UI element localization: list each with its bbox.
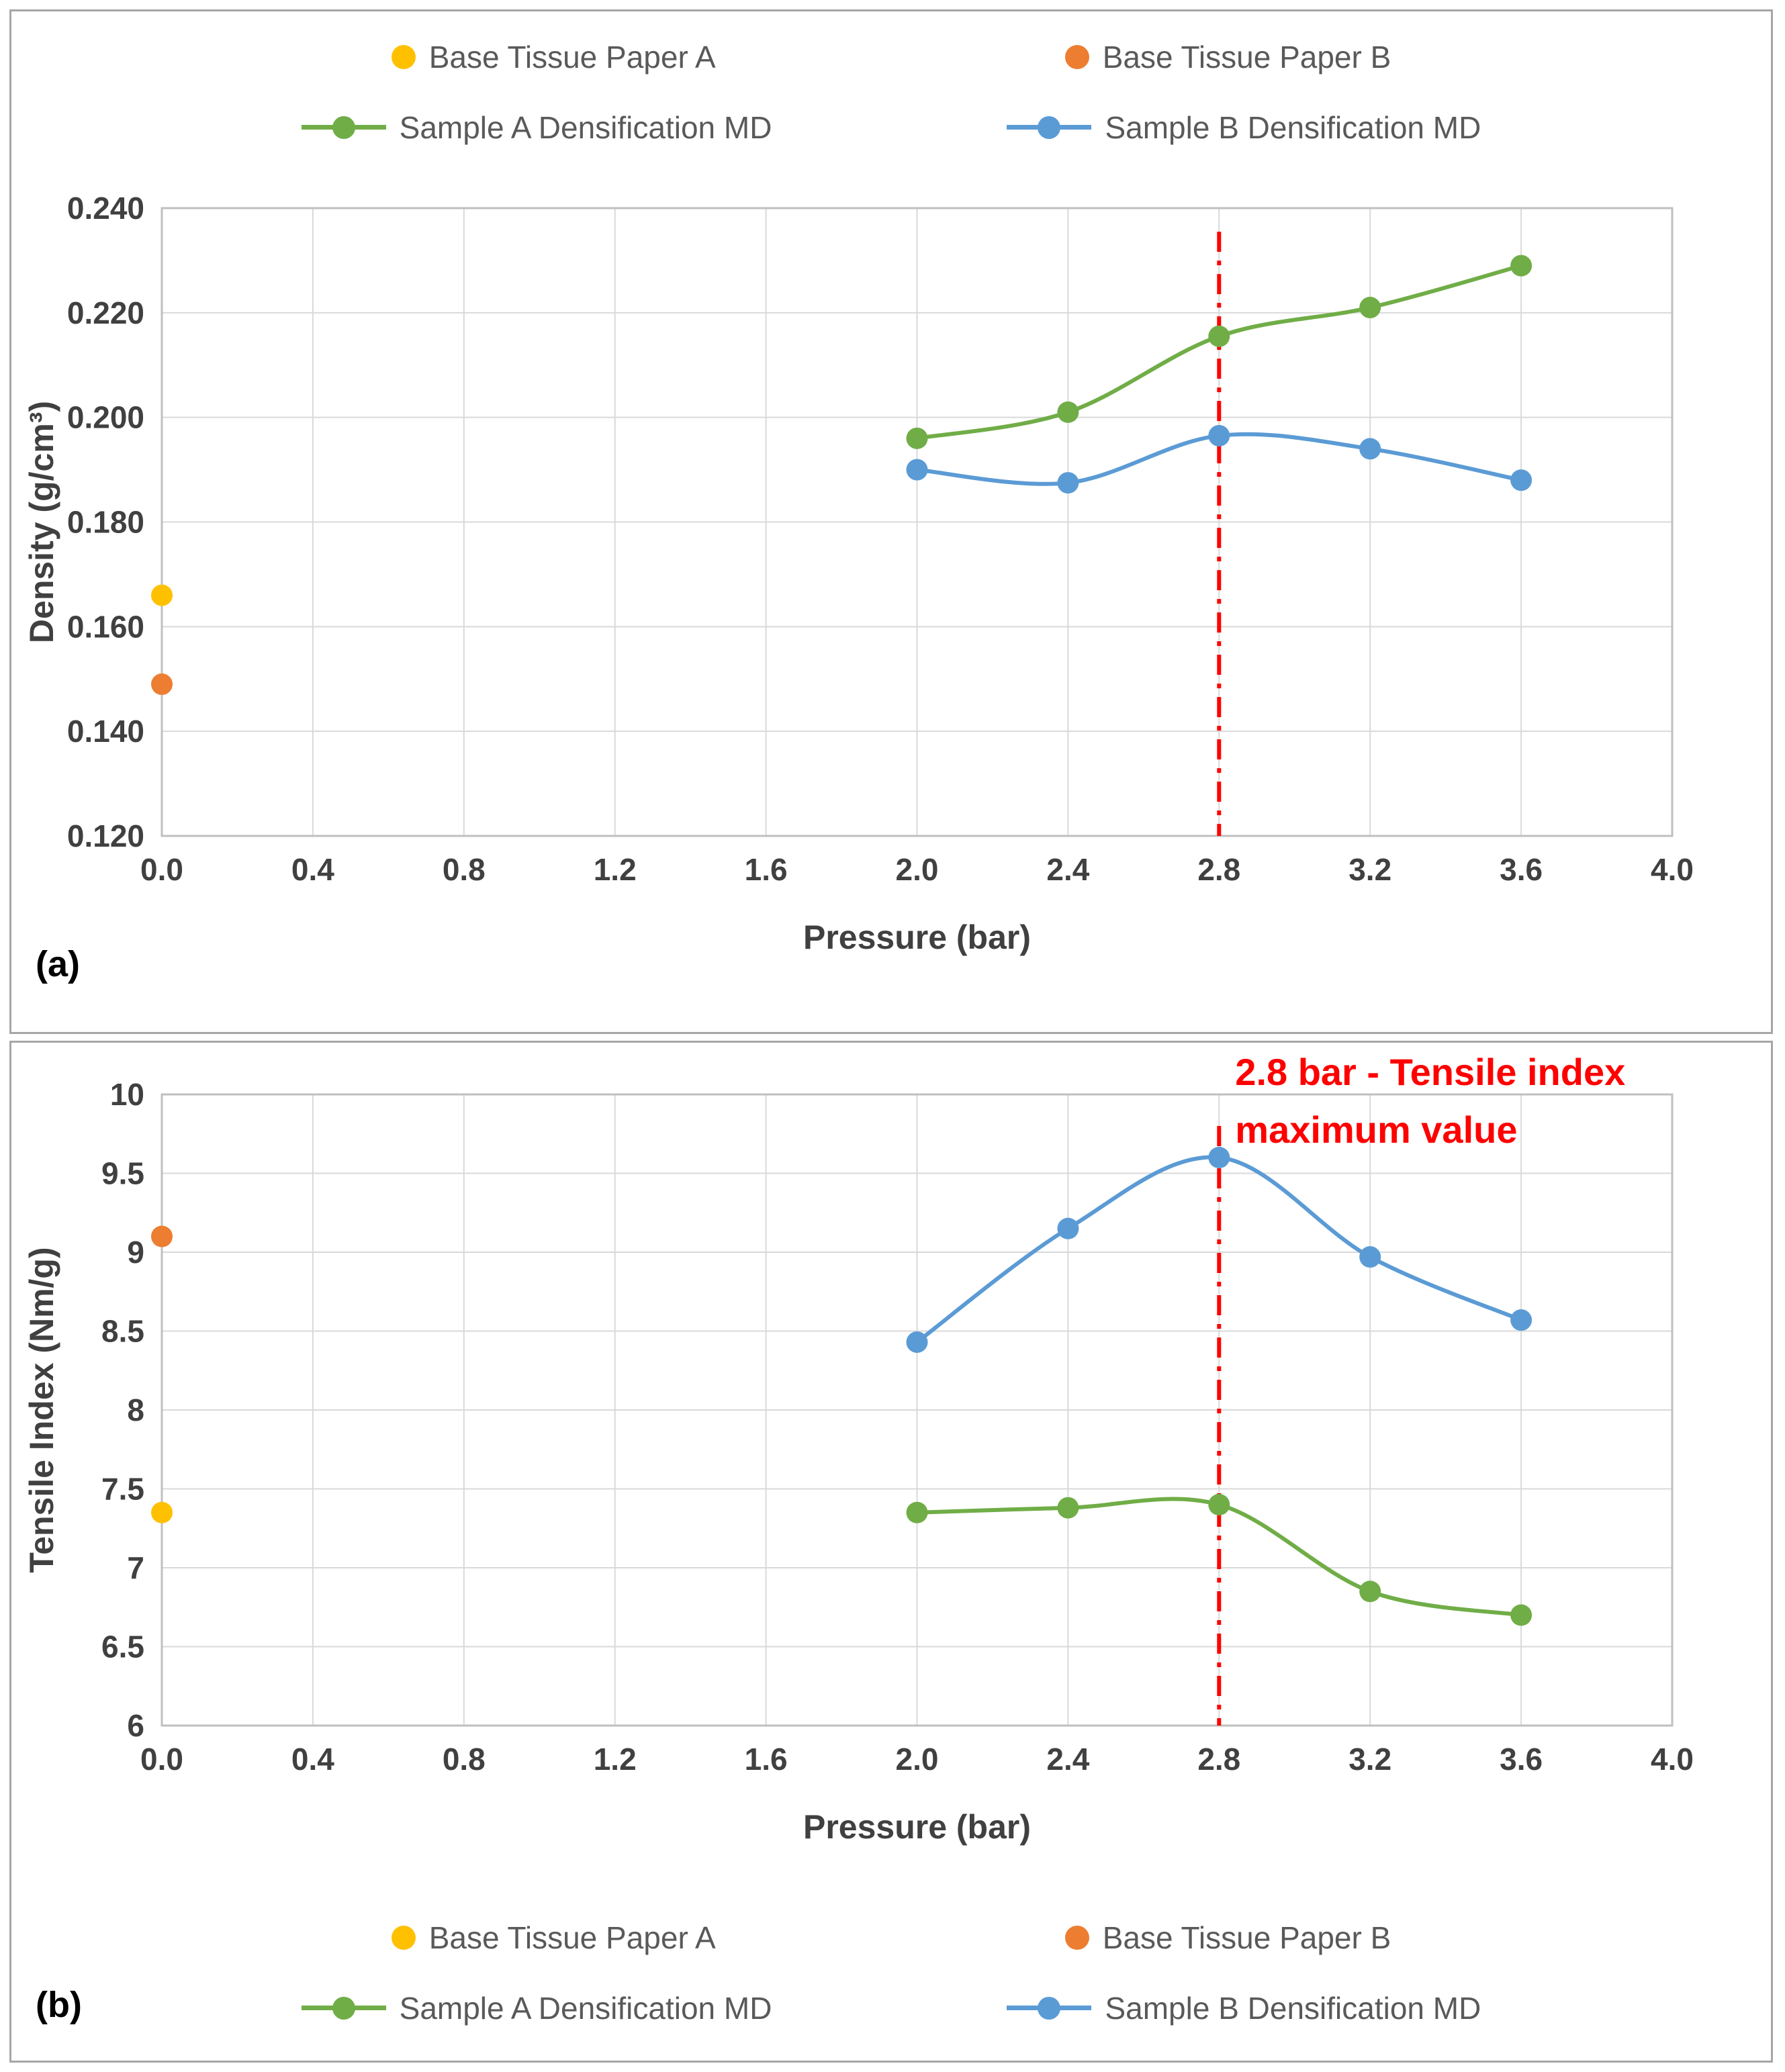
- svg-text:2.0: 2.0: [896, 852, 939, 887]
- svg-text:2.8 bar - Tensile index: 2.8 bar - Tensile index: [1235, 1051, 1625, 1093]
- legend-line-marker-icon: [1007, 115, 1092, 139]
- legend-item-base-tissue-b: Base Tissue Paper B: [1064, 39, 1391, 75]
- tensile-index-vs-pressure-chart: 0.0 0.4 0.8 1.2 1.6 2.0 2.4 2.8 3.2 3.6 4.0 6 6.5 7 7.…: [23, 1051, 1694, 1846]
- svg-text:Pressure (bar): Pressure (bar): [803, 919, 1031, 956]
- svg-text:2.8: 2.8: [1197, 852, 1240, 887]
- legend-label: Sample A Densification MD: [399, 109, 772, 145]
- legend-line-dot-icon: [1038, 115, 1061, 139]
- svg-text:0.0: 0.0: [140, 852, 183, 887]
- svg-text:0.120: 0.120: [67, 818, 144, 853]
- svg-text:9.5: 9.5: [101, 1156, 144, 1191]
- svg-text:3.2: 3.2: [1348, 852, 1391, 887]
- legend-row: Base Tissue Paper A Base Tissue Paper B: [11, 1902, 1771, 1973]
- svg-text:2.8: 2.8: [1197, 1742, 1240, 1777]
- legend-item-sample-b: Sample B Densification MD: [1007, 109, 1481, 146]
- svg-text:3.2: 3.2: [1348, 1742, 1391, 1777]
- svg-text:0.240: 0.240: [67, 191, 144, 226]
- svg-text:10: 10: [110, 1077, 144, 1112]
- legend-line-marker-icon: [301, 1996, 386, 2020]
- legend-label: Sample B Densification MD: [1105, 109, 1481, 145]
- legend-item-sample-a: Sample A Densification MD: [301, 1990, 772, 2026]
- svg-text:4.0: 4.0: [1651, 1742, 1694, 1777]
- svg-text:2.4: 2.4: [1046, 852, 1089, 887]
- legend-line-dot-icon: [332, 115, 355, 139]
- legend-line-marker-icon: [301, 115, 386, 139]
- legend-top: Base Tissue Paper A Base Tissue Paper B …: [11, 21, 1771, 162]
- svg-text:Tensile Index (Nm/g): Tensile Index (Nm/g): [23, 1247, 60, 1572]
- legend-dot-icon: [1064, 1925, 1089, 1950]
- legend-line-dot-icon: [1038, 1996, 1061, 2020]
- panel-b-label: (b): [36, 1985, 82, 2025]
- legend-row: Sample A Densification MD Sample B Densi…: [11, 1973, 1771, 2043]
- svg-text:1.2: 1.2: [594, 852, 637, 887]
- svg-text:1.6: 1.6: [745, 1742, 788, 1777]
- svg-text:0.160: 0.160: [67, 609, 144, 644]
- svg-text:3.6: 3.6: [1500, 1742, 1543, 1777]
- density-vs-pressure-chart: 0.0 0.4 0.8 1.2 1.6 2.0 2.4 2.8 3.2 3.6 4.0 0.120 0.…: [23, 191, 1694, 956]
- legend-label: Base Tissue Paper A: [428, 1920, 716, 1955]
- svg-text:Density (g/cm³): Density (g/cm³): [23, 401, 60, 643]
- panel-a-density: Base Tissue Paper A Base Tissue Paper B …: [9, 9, 1773, 1034]
- svg-text:6.5: 6.5: [101, 1630, 144, 1664]
- legend-label: Sample B Densification MD: [1105, 1990, 1481, 2026]
- svg-text:9: 9: [127, 1235, 144, 1270]
- panel-a-label: (a): [36, 944, 80, 984]
- legend-line-dot-icon: [332, 1996, 355, 2020]
- legend-row: Base Tissue Paper A Base Tissue Paper B: [11, 21, 1771, 92]
- svg-text:3.6: 3.6: [1500, 852, 1543, 887]
- svg-text:Pressure (bar): Pressure (bar): [803, 1808, 1031, 1846]
- legend-dot-icon: [1064, 44, 1089, 69]
- svg-text:1.2: 1.2: [594, 1742, 637, 1777]
- svg-text:0.8: 0.8: [443, 852, 486, 887]
- panel-b-tensile: 0.0 0.4 0.8 1.2 1.6 2.0 2.4 2.8 3.2 3.6 4.0 6 6.5 7 7.…: [9, 1041, 1773, 2063]
- legend-bottom: Base Tissue Paper A Base Tissue Paper B …: [11, 1892, 1771, 2043]
- legend-label: Sample A Densification MD: [399, 1990, 772, 2026]
- svg-text:7.5: 7.5: [101, 1472, 144, 1507]
- svg-text:0.220: 0.220: [67, 295, 144, 330]
- legend-item-base-tissue-a: Base Tissue Paper A: [391, 39, 716, 75]
- legend-label: Base Tissue Paper B: [1102, 1920, 1391, 1955]
- svg-text:0.0: 0.0: [140, 1742, 183, 1777]
- svg-text:2.4: 2.4: [1046, 1742, 1089, 1777]
- svg-text:0.140: 0.140: [67, 714, 144, 749]
- legend-dot-icon: [391, 1925, 416, 1950]
- legend-dot-icon: [391, 44, 416, 69]
- svg-text:0.4: 0.4: [291, 1742, 334, 1777]
- svg-text:2.0: 2.0: [896, 1742, 939, 1777]
- legend-label: Base Tissue Paper A: [428, 39, 716, 75]
- svg-text:8: 8: [127, 1393, 144, 1427]
- svg-text:6: 6: [127, 1708, 144, 1743]
- legend-item-base-tissue-a: Base Tissue Paper A: [391, 1920, 716, 1956]
- svg-text:0.200: 0.200: [67, 400, 144, 435]
- legend-item-sample-a: Sample A Densification MD: [301, 109, 772, 146]
- svg-text:4.0: 4.0: [1651, 852, 1694, 887]
- legend-item-base-tissue-b: Base Tissue Paper B: [1064, 1920, 1391, 1956]
- legend-label: Base Tissue Paper B: [1102, 39, 1391, 75]
- legend-item-sample-b: Sample B Densification MD: [1007, 1990, 1481, 2026]
- svg-text:7: 7: [127, 1550, 144, 1585]
- svg-text:maximum value: maximum value: [1235, 1109, 1517, 1151]
- svg-text:0.180: 0.180: [67, 505, 144, 540]
- legend-row: Sample A Densification MD Sample B Densi…: [11, 92, 1771, 162]
- svg-text:8.5: 8.5: [101, 1314, 144, 1349]
- legend-line-marker-icon: [1007, 1996, 1092, 2020]
- svg-text:0.4: 0.4: [291, 852, 334, 887]
- svg-text:0.8: 0.8: [443, 1742, 486, 1777]
- svg-text:1.6: 1.6: [745, 852, 788, 887]
